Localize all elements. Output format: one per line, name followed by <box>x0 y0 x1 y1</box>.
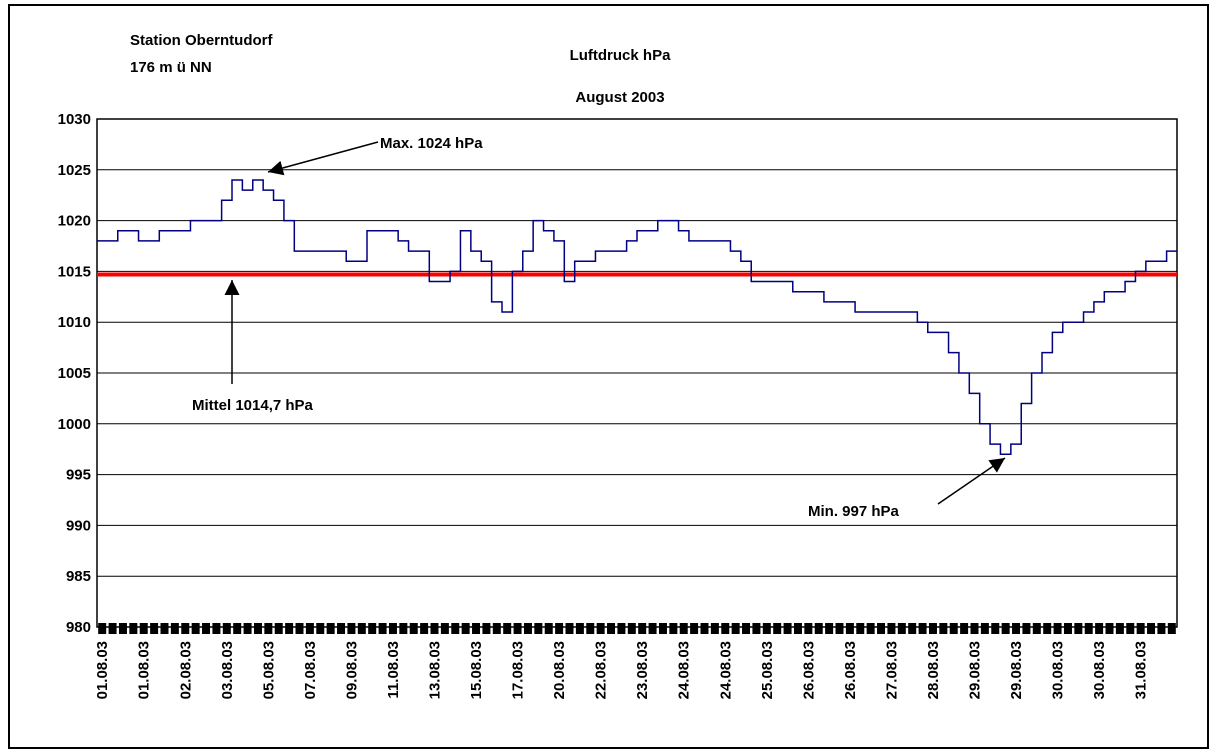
x-tick-label: 15.08.03 <box>468 641 485 699</box>
station-name: Station Oberntudorf <box>130 32 273 49</box>
y-tick-label: 995 <box>66 467 91 484</box>
x-tick-label: 02.08.03 <box>177 641 194 699</box>
chart-subtitle: August 2003 <box>575 89 664 106</box>
y-tick-label: 1010 <box>58 314 91 331</box>
x-tick-label: 17.08.03 <box>510 641 527 699</box>
y-tick-label: 1000 <box>58 416 91 433</box>
x-tick-label: 11.08.03 <box>385 641 402 699</box>
y-tick-label: 1015 <box>58 263 91 280</box>
x-tick-label: 26.08.03 <box>800 641 817 699</box>
chart-title: Luftdruck hPa <box>570 47 671 64</box>
y-tick-label: 990 <box>66 517 91 534</box>
x-tick-label: 28.08.03 <box>925 641 942 699</box>
x-tick-label: 20.08.03 <box>551 641 568 699</box>
x-tick-label: 07.08.03 <box>302 641 319 699</box>
x-tick-label: 29.08.03 <box>967 641 984 699</box>
x-tick-label: 01.08.03 <box>136 641 153 699</box>
annotation: Mittel 1014,7 hPa <box>192 397 314 414</box>
y-tick-label: 1030 <box>58 111 91 128</box>
x-tick-label: 05.08.03 <box>260 641 277 699</box>
x-tick-label: 31.08.03 <box>1133 641 1150 699</box>
x-tick-label: 24.08.03 <box>717 641 734 699</box>
y-tick-label: 1020 <box>58 213 91 230</box>
x-tick-label: 24.08.03 <box>676 641 693 699</box>
y-tick-label: 1025 <box>58 162 91 179</box>
x-tick-label: 25.08.03 <box>759 641 776 699</box>
annotation: Max. 1024 hPa <box>380 135 483 152</box>
x-tick-label: 09.08.03 <box>343 641 360 699</box>
x-tick-label: 27.08.03 <box>883 641 900 699</box>
arrow <box>267 141 379 176</box>
y-tick-label: 985 <box>66 568 91 585</box>
x-tick-label: 03.08.03 <box>219 641 236 699</box>
x-tick-label: 23.08.03 <box>634 641 651 699</box>
x-tick-label: 22.08.03 <box>593 641 610 699</box>
y-tick-label: 980 <box>66 619 91 636</box>
pressure-line <box>97 179 1177 456</box>
x-tick-label: 29.08.03 <box>1008 641 1025 699</box>
annotation: Min. 997 hPa <box>808 503 900 520</box>
x-tick-label: 26.08.03 <box>842 641 859 699</box>
arrow <box>937 457 1006 505</box>
x-tick-label: 01.08.03 <box>94 641 111 699</box>
x-tick-label: 30.08.03 <box>1050 641 1067 699</box>
station-height: 176 m ü NN <box>130 59 212 76</box>
y-tick-label: 1005 <box>58 365 91 382</box>
x-tick-label: 30.08.03 <box>1091 641 1108 699</box>
x-tick-label: 13.08.03 <box>427 641 444 699</box>
